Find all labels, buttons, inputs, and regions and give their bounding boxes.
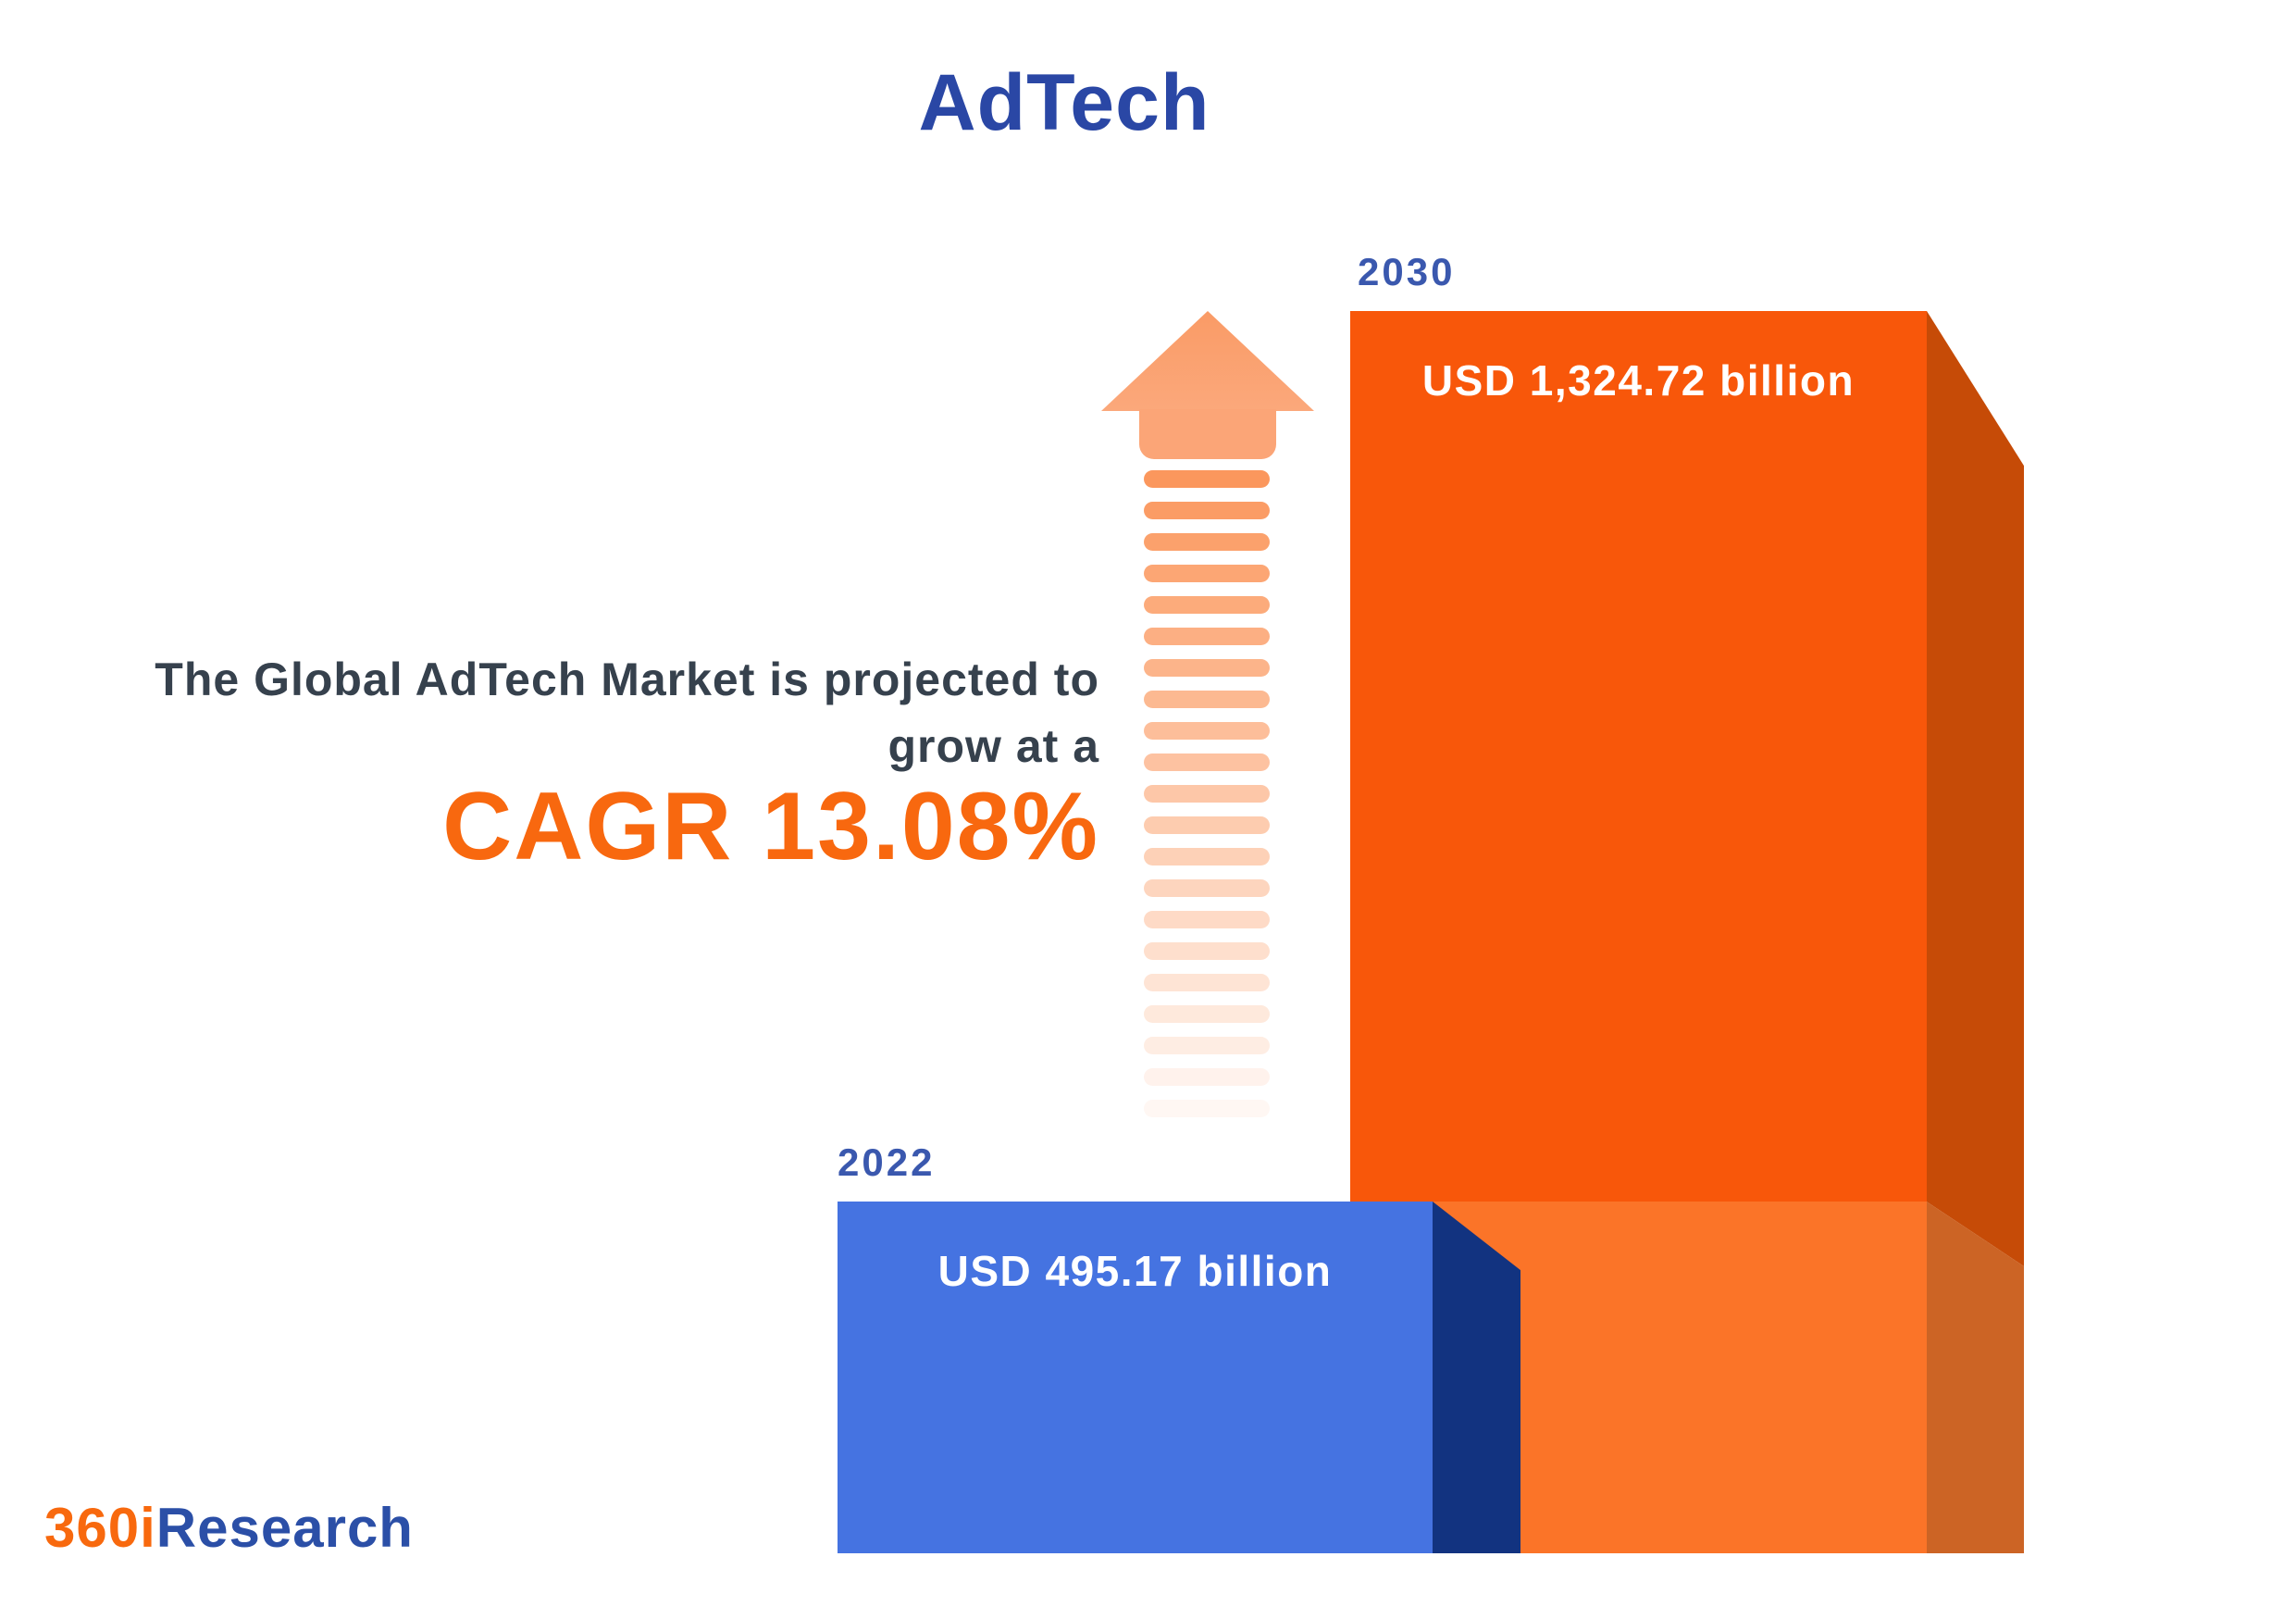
arrow-dash (1144, 974, 1270, 991)
annotation-line-1: The Global AdTech Market is projected to (155, 654, 1099, 705)
growth-arrow-dashes (1144, 470, 1270, 1155)
arrow-dash (1144, 470, 1270, 488)
page-title: AdTech (918, 58, 1210, 147)
arrow-dash (1144, 816, 1270, 834)
bar-2030-side-lower (1927, 1202, 2024, 1553)
logo: 360iResearch (44, 1496, 414, 1560)
logo-part-blue: Research (155, 1497, 414, 1559)
arrow-dash (1144, 753, 1270, 771)
arrow-dash (1144, 1005, 1270, 1023)
arrow-dash (1144, 596, 1270, 614)
arrow-dash (1144, 565, 1270, 582)
cagr-value: CAGR 13.08% (442, 773, 1099, 880)
bar-2022-value-label: USD 495.17 billion (937, 1247, 1333, 1295)
bar-2022-side-face (1433, 1202, 1520, 1553)
bar-2022-front (838, 1202, 1433, 1553)
arrow-dash (1144, 628, 1270, 645)
arrow-dash (1144, 659, 1270, 677)
bar-2022-year-label: 2022 (838, 1140, 936, 1184)
arrow-dash (1144, 911, 1270, 928)
arrow-dash (1144, 785, 1270, 803)
annotation-line-2: grow at a (887, 720, 1099, 772)
growth-arrow-head-icon (1101, 311, 1314, 411)
arrow-dash (1144, 1100, 1270, 1117)
bar-2030-year-label: 2030 (1358, 250, 1456, 293)
arrow-dash (1144, 722, 1270, 740)
annotation-text: The Global AdTech Market is projected to… (0, 646, 1099, 779)
arrow-dash (1144, 691, 1270, 708)
arrow-dash (1144, 1068, 1270, 1086)
growth-arrow-neck (1139, 409, 1276, 459)
bar-2030-front (1350, 311, 1927, 1202)
arrow-dash (1144, 502, 1270, 519)
arrow-dash (1144, 848, 1270, 866)
logo-part-orange: 360i (44, 1497, 156, 1559)
arrow-dash (1144, 879, 1270, 897)
bar-2030-side-upper (1927, 311, 2024, 1266)
arrow-dash (1144, 942, 1270, 960)
bar-2030-side-face (1927, 311, 2024, 1553)
bar-2030-value-label: USD 1,324.72 billion (1421, 356, 1855, 405)
arrow-dash (1144, 1037, 1270, 1054)
arrow-dash (1144, 533, 1270, 551)
